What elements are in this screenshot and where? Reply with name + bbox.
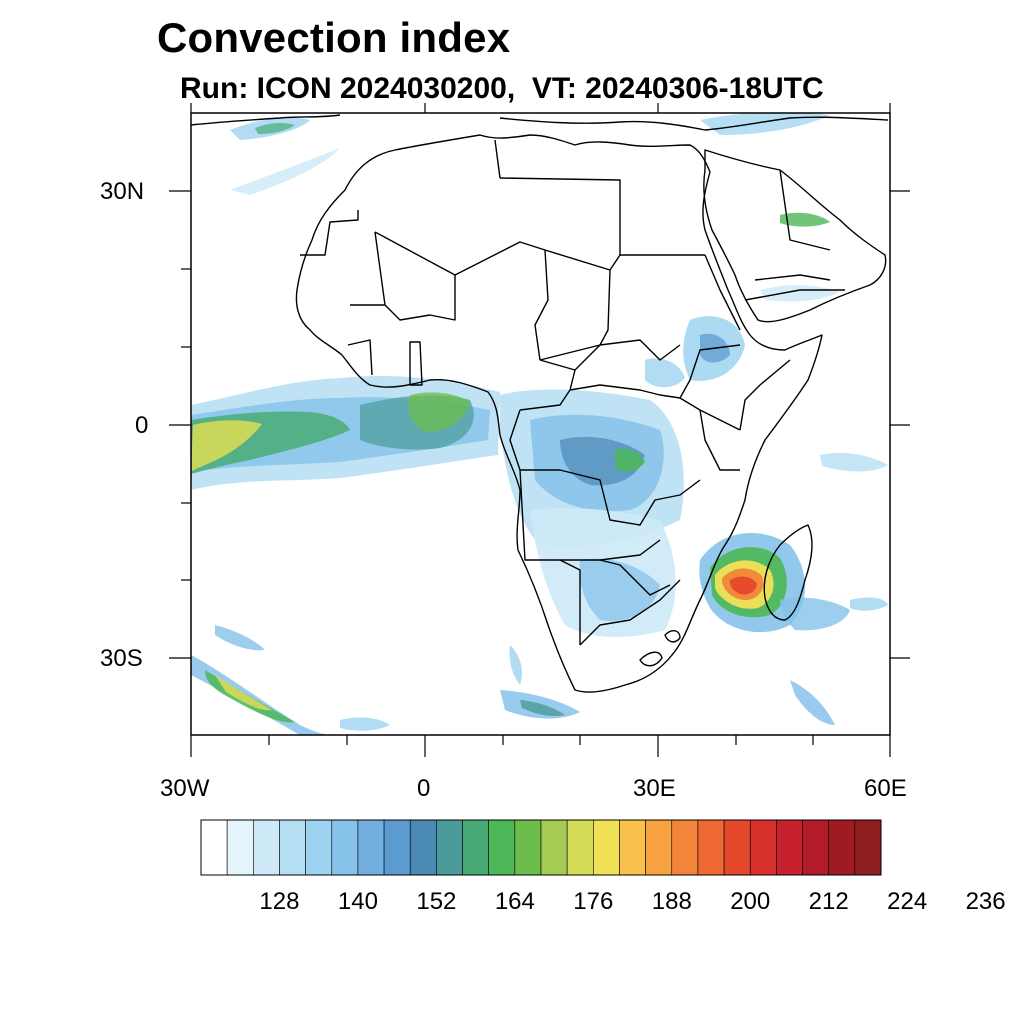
colorbar-swatch xyxy=(200,819,228,876)
colorbar-swatch xyxy=(593,819,620,876)
convection-field xyxy=(191,113,888,735)
colorbar-swatch xyxy=(279,819,306,876)
coastlines-and-borders xyxy=(191,114,889,693)
colorbar-swatch xyxy=(697,819,725,876)
colorbar xyxy=(200,819,882,876)
colorbar-swatch xyxy=(645,819,673,876)
colorbar-swatch xyxy=(331,819,359,876)
colorbar-label: 152 xyxy=(416,888,457,915)
colorbar-label: 128 xyxy=(259,888,300,915)
lon-label-0: 0 xyxy=(417,775,431,802)
colorbar-outline xyxy=(200,819,882,876)
colorbar-swatch xyxy=(226,819,254,876)
colorbar-swatch xyxy=(514,819,542,876)
colorbar-swatch xyxy=(488,819,516,876)
map-frame xyxy=(190,112,891,736)
colorbar-swatch xyxy=(776,819,803,876)
colorbar-label: 188 xyxy=(651,888,692,915)
colorbar-label: 200 xyxy=(730,888,771,915)
colorbar-label: 176 xyxy=(573,888,614,915)
colorbar-label: 164 xyxy=(494,888,535,915)
colorbar-swatch xyxy=(749,819,777,876)
lon-label-30e: 30E xyxy=(633,775,676,802)
lon-label-30w: 30W xyxy=(160,775,210,802)
colorbar-swatch xyxy=(357,819,385,876)
colorbar-swatch xyxy=(540,819,568,876)
colorbar-swatch xyxy=(383,819,411,876)
colorbar-swatch xyxy=(619,819,646,876)
colorbar-label: 140 xyxy=(337,888,378,915)
colorbar-swatch xyxy=(436,819,463,876)
lat-label-0: 0 xyxy=(135,412,149,439)
lat-label-30n: 30N xyxy=(100,178,145,205)
colorbar-swatch xyxy=(305,819,333,876)
colorbar-swatch xyxy=(802,819,829,876)
colorbar-swatch xyxy=(723,819,751,876)
colorbar-label: 212 xyxy=(808,888,849,915)
colorbar-swatch xyxy=(828,819,856,876)
lat-label-30s: 30S xyxy=(100,645,143,672)
map-subtitle: Run: ICON 2024030200, VT: 20240306-18UTC xyxy=(180,72,824,105)
colorbar-swatch xyxy=(854,819,882,876)
axis-ticks xyxy=(169,103,910,757)
lon-label-60e: 60E xyxy=(864,775,907,802)
colorbar-swatch xyxy=(566,819,594,876)
colorbar-swatch xyxy=(253,819,280,876)
colorbar-label: 224 xyxy=(887,888,928,915)
colorbar-label: 236 xyxy=(965,888,1006,915)
colorbar-swatch xyxy=(462,819,489,876)
colorbar-swatch xyxy=(409,819,437,876)
colorbar-swatch xyxy=(671,819,699,876)
map-title: Convection index xyxy=(157,14,511,61)
